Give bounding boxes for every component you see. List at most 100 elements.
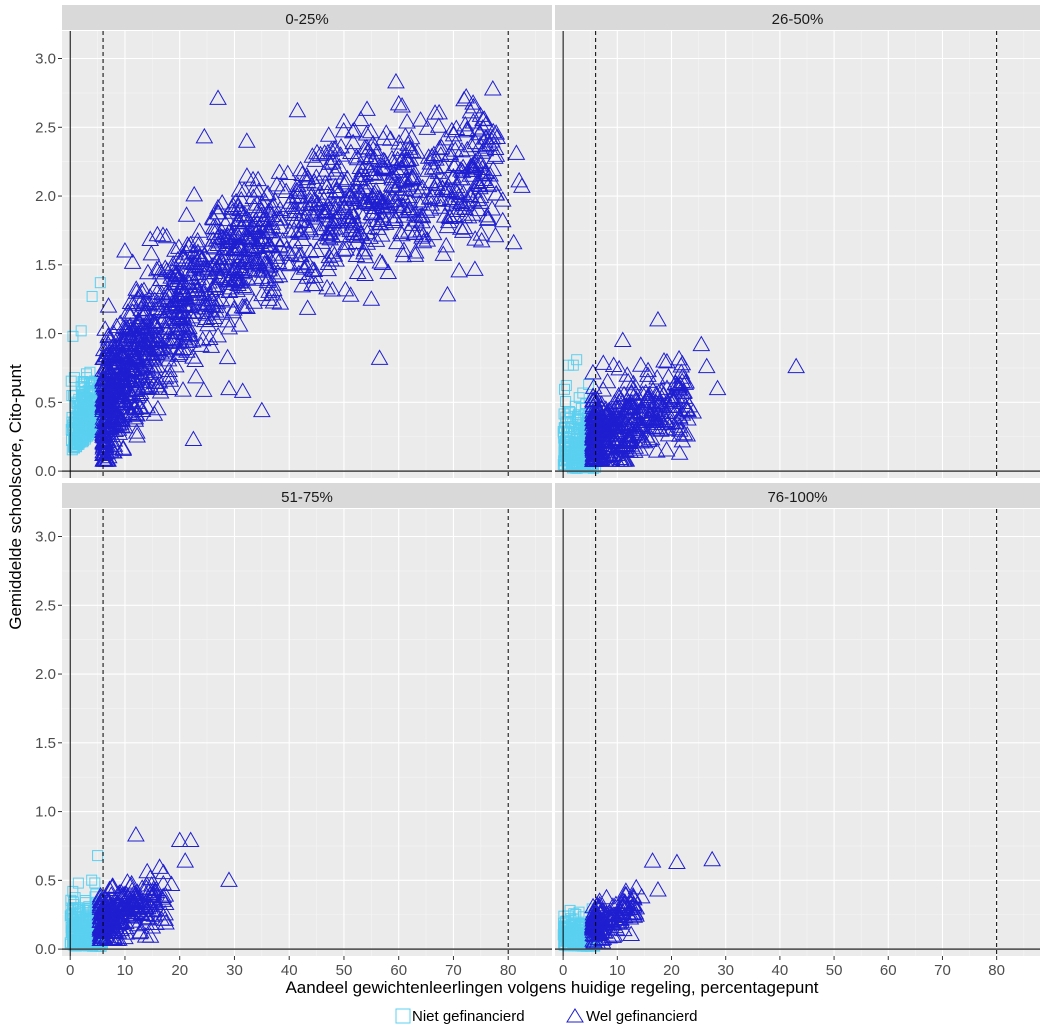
- point-wel-gefinancierd: [193, 330, 212, 347]
- point-wel-gefinancierd: [418, 231, 437, 247]
- point-wel-gefinancierd: [161, 298, 180, 315]
- point-wel-gefinancierd: [467, 157, 486, 174]
- point-wel-gefinancierd: [396, 180, 415, 196]
- point-wel-gefinancierd: [188, 231, 207, 248]
- point-wel-gefinancierd: [471, 153, 490, 169]
- legend-label-niet-gefinancierd: Niet gefinancierd: [412, 1008, 525, 1025]
- x-tick-label: 80: [988, 962, 1005, 979]
- point-wel-gefinancierd: [141, 369, 160, 386]
- point-wel-gefinancierd: [607, 451, 626, 467]
- point-wel-gefinancierd: [114, 370, 133, 386]
- point-wel-gefinancierd: [588, 400, 607, 416]
- point-wel-gefinancierd: [149, 294, 167, 310]
- point-wel-gefinancierd: [190, 222, 209, 238]
- point-wel-gefinancierd: [451, 219, 470, 235]
- point-niet-gefinancierd: [563, 405, 575, 417]
- point-wel-gefinancierd: [451, 161, 470, 177]
- point-wel-gefinancierd: [148, 225, 167, 242]
- point-wel-gefinancierd: [119, 899, 138, 916]
- point-wel-gefinancierd: [414, 191, 433, 208]
- point-wel-gefinancierd: [623, 402, 642, 419]
- point-wel-gefinancierd: [152, 344, 171, 360]
- point-wel-gefinancierd: [472, 225, 491, 241]
- point-wel-gefinancierd: [170, 831, 189, 847]
- point-wel-gefinancierd: [408, 143, 426, 159]
- point-wel-gefinancierd: [143, 326, 162, 343]
- point-wel-gefinancierd: [439, 212, 458, 229]
- y-tick-label: 0.0: [35, 463, 56, 480]
- point-wel-gefinancierd: [358, 218, 377, 235]
- point-wel-gefinancierd: [394, 246, 413, 263]
- point-wel-gefinancierd: [157, 914, 175, 930]
- point-wel-gefinancierd: [348, 263, 367, 279]
- point-wel-gefinancierd: [647, 412, 666, 428]
- point-wel-gefinancierd: [301, 242, 320, 259]
- point-wel-gefinancierd: [404, 167, 423, 183]
- point-niet-gefinancierd: [72, 877, 84, 889]
- point-wel-gefinancierd: [127, 423, 146, 439]
- point-wel-gefinancierd: [126, 327, 145, 343]
- point-wel-gefinancierd: [202, 337, 221, 353]
- point-wel-gefinancierd: [213, 194, 232, 210]
- point-wel-gefinancierd: [584, 363, 602, 380]
- point-wel-gefinancierd: [187, 367, 205, 384]
- point-niet-gefinancierd: [563, 935, 575, 947]
- point-wel-gefinancierd: [584, 387, 602, 404]
- point-wel-gefinancierd: [158, 281, 177, 298]
- point-niet-gefinancierd: [565, 437, 577, 449]
- point-wel-gefinancierd: [456, 199, 474, 216]
- point-wel-gefinancierd: [306, 275, 325, 292]
- point-wel-gefinancierd: [298, 299, 317, 315]
- point-wel-gefinancierd: [180, 332, 199, 348]
- point-wel-gefinancierd: [352, 166, 371, 183]
- x-tick-label: 70: [445, 962, 462, 979]
- point-wel-gefinancierd: [414, 232, 433, 249]
- point-wel-gefinancierd: [319, 260, 338, 277]
- point-wel-gefinancierd: [301, 219, 320, 236]
- point-wel-gefinancierd: [481, 135, 499, 151]
- point-wel-gefinancierd: [324, 149, 342, 165]
- point-wel-gefinancierd: [245, 197, 263, 214]
- point-niet-gefinancierd: [564, 904, 576, 916]
- point-wel-gefinancierd: [233, 297, 252, 314]
- point-wel-gefinancierd: [478, 206, 496, 223]
- point-wel-gefinancierd: [102, 886, 121, 902]
- point-wel-gefinancierd: [371, 252, 390, 269]
- point-wel-gefinancierd: [209, 326, 227, 343]
- point-wel-gefinancierd: [301, 221, 320, 238]
- point-niet-gefinancierd: [583, 379, 595, 391]
- point-wel-gefinancierd: [157, 331, 175, 347]
- point-wel-gefinancierd: [232, 190, 251, 207]
- point-wel-gefinancierd: [139, 367, 158, 384]
- point-wel-gefinancierd: [644, 381, 662, 397]
- point-wel-gefinancierd: [142, 348, 161, 364]
- point-wel-gefinancierd: [457, 88, 476, 104]
- point-wel-gefinancierd: [360, 160, 379, 176]
- point-wel-gefinancierd: [123, 303, 142, 319]
- point-wel-gefinancierd: [423, 147, 441, 164]
- x-tick-label: 40: [772, 962, 789, 979]
- point-wel-gefinancierd: [637, 402, 656, 418]
- point-wel-gefinancierd: [308, 143, 326, 160]
- point-wel-gefinancierd: [493, 191, 512, 207]
- points-layer: [557, 850, 722, 952]
- point-wel-gefinancierd: [341, 221, 360, 238]
- point-niet-gefinancierd: [76, 407, 88, 419]
- point-wel-gefinancierd: [324, 213, 342, 229]
- point-wel-gefinancierd: [97, 369, 115, 386]
- point-niet-gefinancierd: [73, 933, 85, 945]
- point-wel-gefinancierd: [114, 439, 133, 455]
- point-wel-gefinancierd: [110, 424, 129, 440]
- point-wel-gefinancierd: [422, 195, 440, 211]
- point-wel-gefinancierd: [674, 393, 693, 410]
- point-wel-gefinancierd: [336, 280, 355, 297]
- point-wel-gefinancierd: [390, 173, 408, 189]
- point-wel-gefinancierd: [156, 886, 175, 902]
- point-wel-gefinancierd: [427, 175, 446, 192]
- point-wel-gefinancierd: [647, 442, 666, 458]
- point-wel-gefinancierd: [195, 127, 214, 144]
- point-wel-gefinancierd: [177, 206, 196, 222]
- point-niet-gefinancierd: [79, 935, 91, 947]
- point-wel-gefinancierd: [209, 235, 228, 252]
- point-wel-gefinancierd: [297, 166, 316, 183]
